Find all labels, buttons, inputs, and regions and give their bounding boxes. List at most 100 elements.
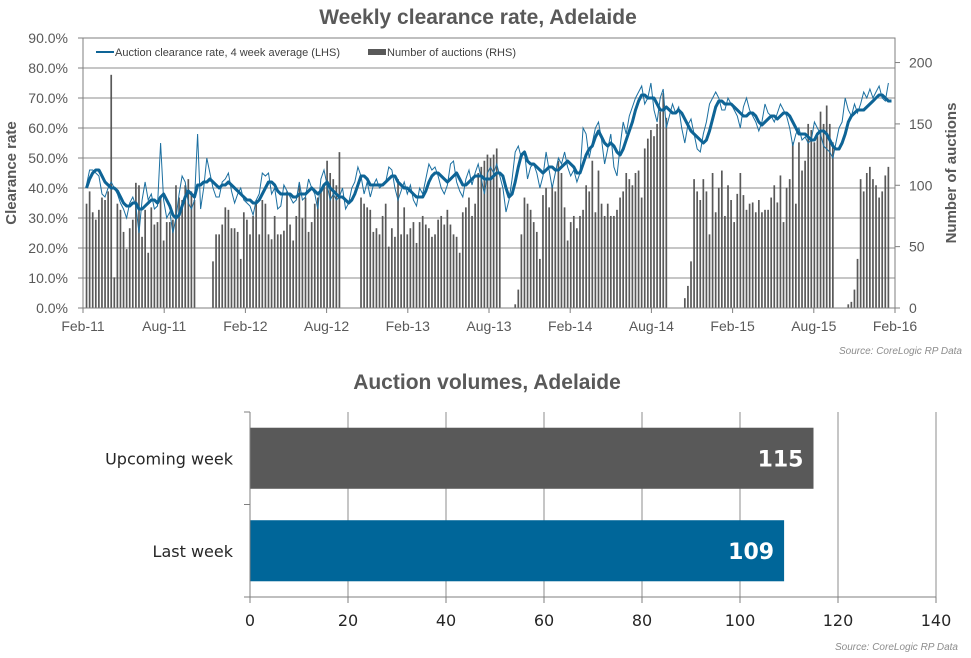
auction-bar (727, 185, 729, 308)
auction-bar (872, 179, 874, 308)
auction-bar (477, 173, 480, 308)
auction-bar (233, 228, 236, 308)
category-label: Upcoming week (105, 449, 234, 468)
auction-bar (609, 215, 612, 308)
auction-bar (270, 239, 273, 308)
chart-title: Weekly clearance rate, Adelaide (319, 6, 637, 29)
x-tick-label: Aug-15 (791, 318, 836, 334)
auction-bar (400, 234, 402, 308)
auction-bar (366, 207, 369, 308)
auction-bar (767, 209, 769, 308)
auction-bar (523, 197, 526, 308)
auction-bar (283, 230, 285, 308)
x-tick-label: 0 (245, 611, 255, 630)
auction-bar (156, 222, 159, 308)
auction-bar (634, 173, 637, 308)
auction-bar (218, 234, 221, 308)
auction-bar (335, 185, 338, 308)
axes (244, 411, 936, 598)
auction-bar (138, 185, 140, 308)
volume-bar (250, 520, 785, 582)
auction-bar (255, 200, 258, 308)
auction-bar (397, 179, 399, 308)
auction-bar (582, 209, 584, 308)
auction-bar (492, 154, 495, 308)
auction-bar (215, 234, 217, 308)
auction-bar (443, 224, 446, 308)
chart-title: Auction volumes, Adelaide (353, 371, 621, 394)
volume-bars: 115 109 (250, 427, 814, 582)
auction-bar (631, 185, 634, 308)
auction-bar (446, 209, 449, 308)
category-labels: Upcoming week Last week (105, 449, 234, 561)
auction-bar (887, 166, 890, 308)
auction-bar (739, 173, 742, 308)
auction-bar (665, 117, 668, 308)
auction-bar (585, 185, 587, 308)
auction-bar (175, 185, 177, 308)
auction-bar (181, 200, 183, 308)
auction-bar (113, 277, 116, 308)
auction-bar (110, 74, 113, 309)
auction-bar (606, 203, 609, 308)
legend: Auction clearance rate, 4 week average (… (96, 47, 516, 59)
auction-bar (295, 215, 298, 308)
auction-bar (428, 228, 430, 308)
auction-bar (131, 219, 134, 308)
auction-bar (119, 209, 122, 308)
auction-bar (813, 142, 816, 308)
auction-bar (742, 195, 745, 308)
x-tick-label: Feb-12 (223, 318, 268, 334)
auction-bar (239, 258, 242, 308)
volume-bar (250, 427, 814, 489)
clearance-lines (85, 82, 892, 234)
auction-bar (249, 234, 251, 308)
auction-bar (273, 215, 276, 308)
auction-bar (690, 261, 692, 308)
auction-bar (440, 215, 443, 308)
auction-bar (696, 191, 699, 308)
auction-bar (832, 142, 834, 308)
auction-bar (94, 219, 97, 308)
auction-bar (381, 215, 384, 308)
auction-bar (637, 170, 640, 308)
x-tick-label: 100 (725, 611, 756, 630)
x-tick-label: Aug-11 (142, 318, 186, 334)
auction-bar (104, 200, 106, 308)
auction-bar (471, 215, 473, 308)
auction-bar (535, 231, 538, 308)
y-tick-label: 30.0% (28, 210, 68, 226)
auction-bar (625, 173, 628, 308)
auction-bar (360, 197, 362, 308)
auction-bar (162, 240, 165, 308)
auction-bar (289, 224, 291, 308)
auction-bar (554, 191, 557, 308)
auction-bar (212, 261, 214, 308)
auction-volumes-chart: Auction volumes, Adelaide 115 109 0 20 40 60… (105, 371, 958, 653)
auction-bar (563, 207, 566, 308)
auction-bar (693, 179, 695, 308)
auction-bar (646, 138, 649, 308)
y-tick-label: 10.0% (28, 270, 68, 286)
auction-bar (529, 209, 532, 308)
y-tick-label: 0.0% (36, 300, 68, 316)
auction-bar (316, 197, 319, 308)
auction-bar (125, 249, 128, 308)
auction-bar (406, 234, 409, 308)
auction-bar (828, 123, 831, 308)
auction-bar (159, 197, 162, 308)
auction-bar (662, 93, 665, 309)
auction-bar (190, 191, 193, 308)
auction-bar (458, 252, 461, 308)
auction-bar (409, 228, 412, 308)
auction-bar (810, 130, 813, 308)
auction-bar (785, 187, 788, 308)
auction-bar (236, 231, 239, 308)
auction-bar (748, 203, 751, 308)
y-axis-left-ticks: 0.0% 10.0% 20.0% 30.0% 40.0% 50.0% 60.0% 70.0% 8… (28, 30, 83, 316)
auction-bar (807, 123, 810, 308)
auction-bar (172, 219, 174, 308)
auction-bar (776, 202, 779, 308)
auction-bar (597, 170, 600, 308)
auction-bar (178, 197, 180, 308)
